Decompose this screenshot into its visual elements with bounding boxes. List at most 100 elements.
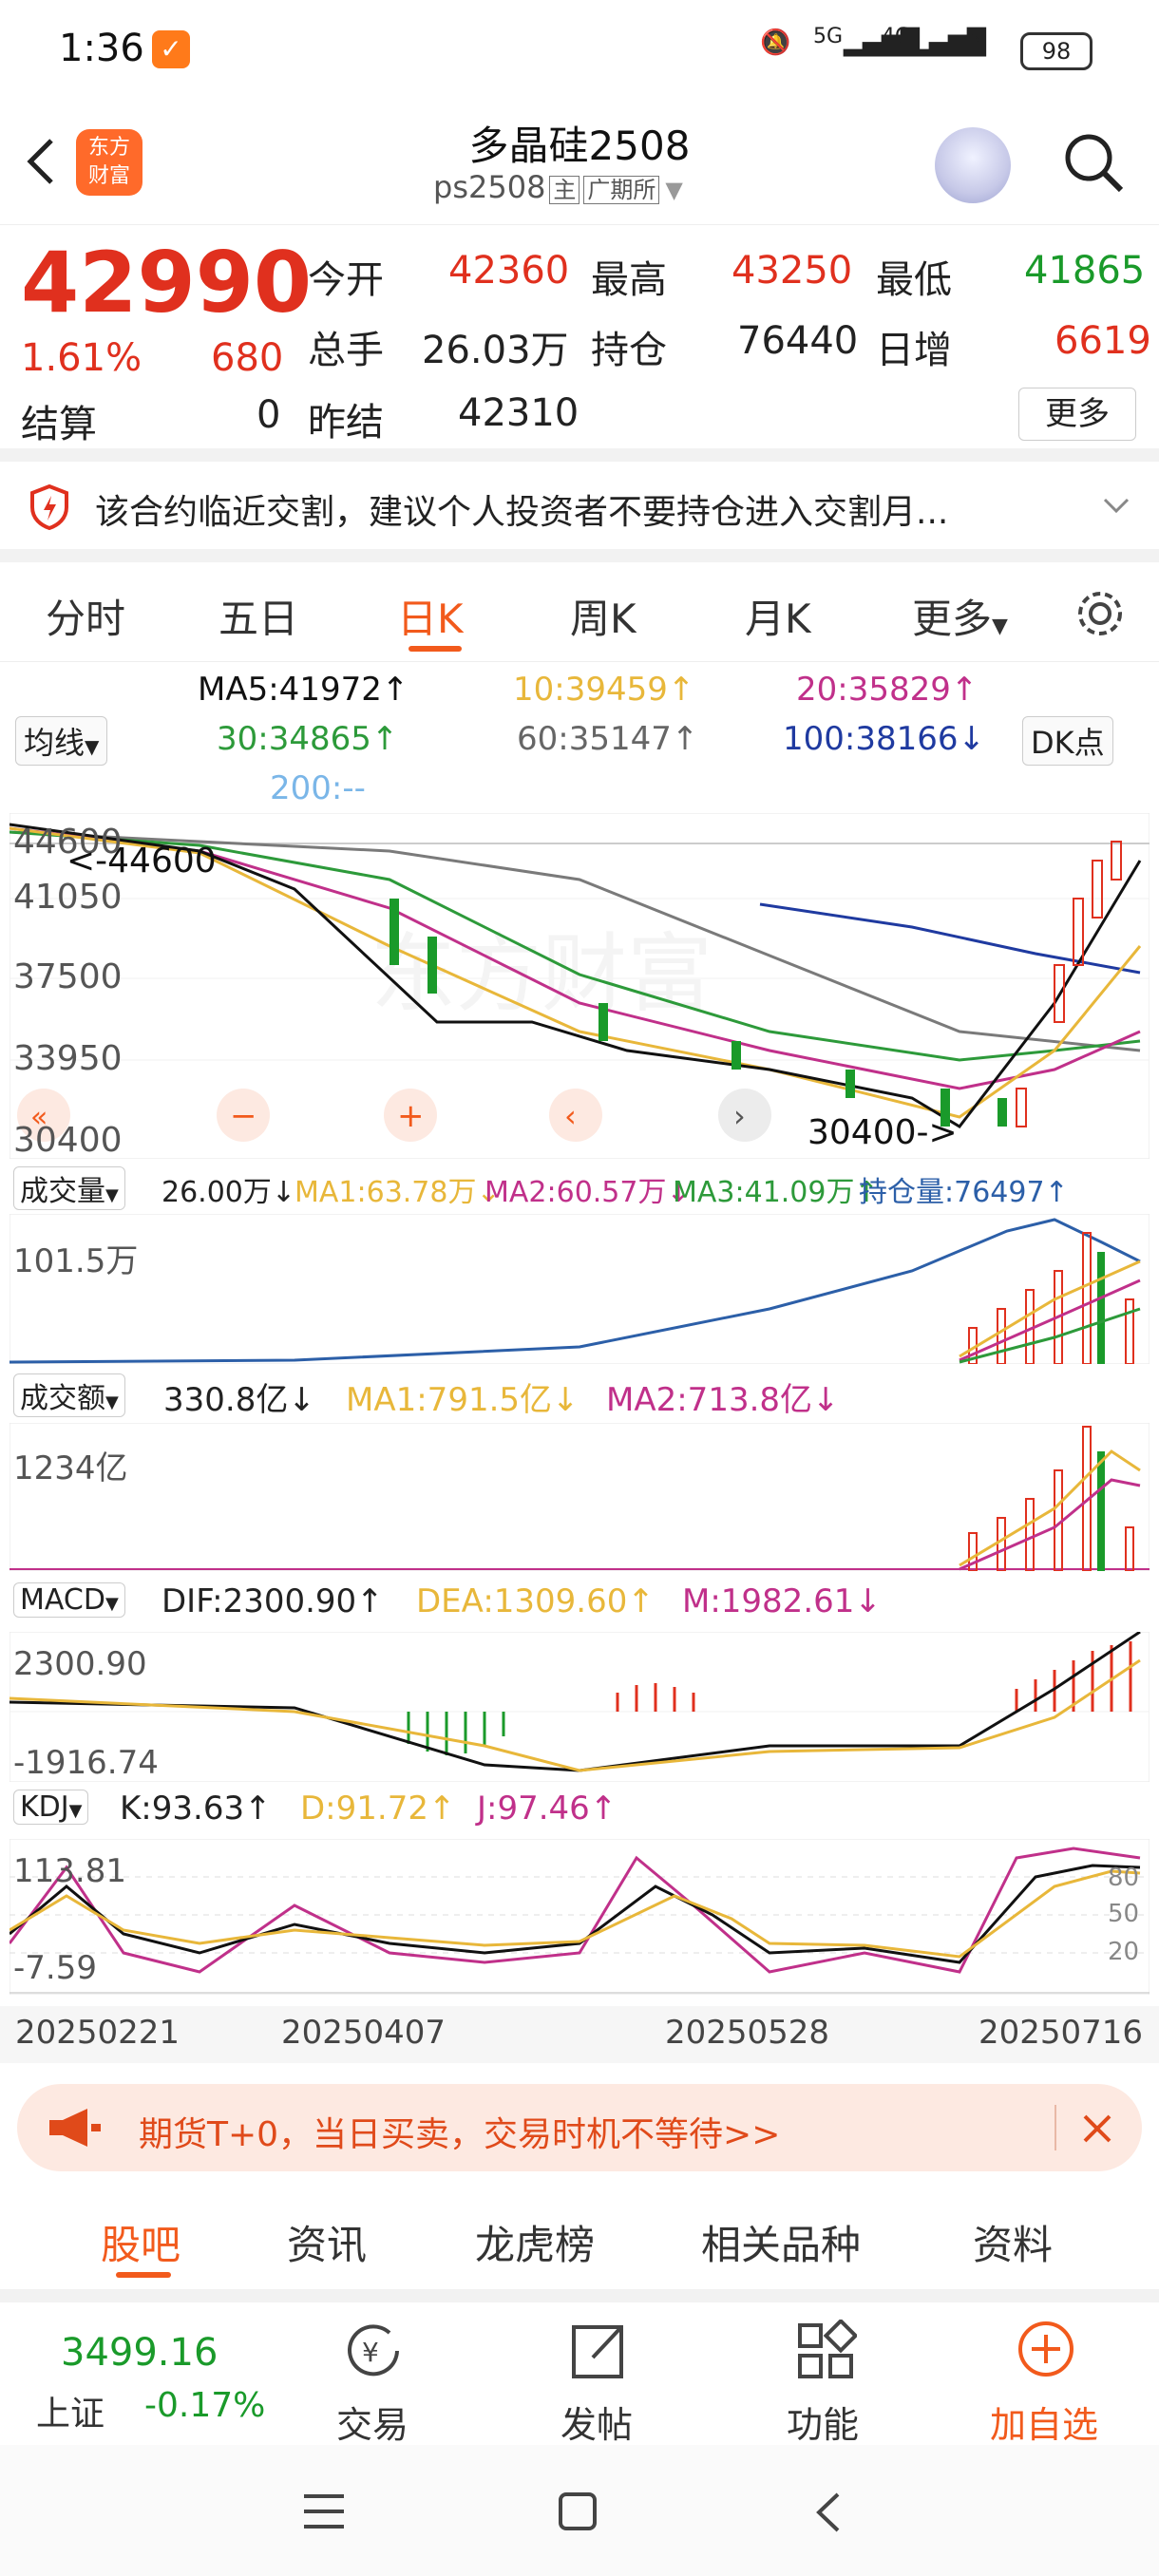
dea-line	[10, 1658, 1141, 1772]
tab-monthly-k[interactable]: 月K	[745, 596, 811, 642]
volume-oi: 持仓量:76497↑	[859, 1176, 1069, 1209]
ma200-value: 200:--	[270, 769, 366, 807]
date-4: 20250716	[978, 2014, 1144, 2052]
ma-selector[interactable]: 均线▼	[15, 716, 108, 766]
delivery-notice[interactable]: 该合约临近交割，建议个人投资者不要持仓进入交割月...	[0, 462, 1159, 562]
k-line	[10, 1864, 1141, 1964]
tab-dragon-tiger[interactable]: 龙虎榜	[475, 2222, 596, 2268]
volume-legend: 成交量▼ 26.00万↓ MA1:63.78万↓ MA2:60.57万↓ MA3…	[13, 1161, 1153, 1210]
gear-icon[interactable]	[1074, 587, 1127, 640]
shield-warning-icon	[30, 484, 68, 530]
tab-five-day[interactable]: 五日	[218, 596, 299, 642]
svg-text:−: −	[230, 1097, 257, 1135]
back-nav-icon[interactable]	[813, 2491, 842, 2534]
date-3: 20250528	[665, 2014, 830, 2052]
zoom-out-button[interactable]: −	[217, 1089, 270, 1142]
y-label-2: 41050	[13, 878, 123, 917]
home-icon[interactable]	[557, 2491, 598, 2532]
ma100-value: 100:38166↓	[783, 720, 985, 758]
volume-ma3-line	[959, 1307, 1141, 1364]
index-ticker[interactable]: 3499.16 上证 -0.17%	[0, 2302, 285, 2445]
open-value: 42360	[448, 249, 570, 293]
search-icon[interactable]	[1060, 129, 1127, 196]
wifi-icon: ◠	[960, 28, 981, 57]
kdj-chart[interactable]	[10, 1839, 1150, 1995]
post-button[interactable]: 发帖	[560, 2404, 634, 2446]
y-label-1: 44600	[13, 823, 123, 862]
tab-guba[interactable]: 股吧	[101, 2222, 181, 2268]
volume-value: 26.00万↓	[162, 1176, 296, 1209]
macd-top: 2300.90	[13, 1645, 147, 1683]
change-value: 680	[211, 336, 284, 380]
add-watchlist-button[interactable]: 加自选	[990, 2404, 1099, 2446]
tab-weekly-k[interactable]: 周K	[570, 596, 636, 642]
volume-selector[interactable]: 成交量▼	[13, 1166, 125, 1210]
divider	[1054, 2105, 1056, 2150]
zoom-in-button[interactable]: +	[384, 1089, 437, 1142]
amount-ma2-line	[959, 1478, 1141, 1571]
promo-banner[interactable]: 期货T+0，当日买卖，交易时机不等待>>	[17, 2084, 1142, 2171]
grid-icon	[798, 2320, 857, 2378]
trade-button[interactable]: 交易	[336, 2404, 409, 2446]
tab-intraday[interactable]: 分时	[46, 596, 126, 642]
kdj-level-20: 20	[1108, 1938, 1140, 1966]
chevron-down-icon[interactable]	[1102, 496, 1130, 515]
amount-value: 330.8亿↓	[163, 1381, 315, 1419]
amount-selector[interactable]: 成交额▼	[13, 1373, 125, 1417]
amount-ma1: MA1:791.5亿↓	[346, 1381, 580, 1419]
ma60-line	[10, 830, 1141, 1052]
macd-bottom: -1916.74	[13, 1744, 159, 1782]
header: 东方 财富 多晶硅2508 ps2508 主广期所 ▼	[0, 104, 1159, 225]
scroll-left-button[interactable]: ‹	[549, 1089, 602, 1142]
tab-news[interactable]: 资讯	[287, 2222, 368, 2268]
kdj-selector[interactable]: KDJ▼	[13, 1790, 89, 1825]
last-price: 42990	[21, 234, 313, 331]
j-line	[10, 1847, 1141, 1974]
scroll-right-button[interactable]: ›	[718, 1089, 771, 1142]
volume-chart[interactable]	[10, 1214, 1150, 1364]
svg-text:+: +	[397, 1097, 425, 1135]
amount-chart[interactable]	[10, 1423, 1150, 1571]
close-icon[interactable]	[1081, 2112, 1113, 2145]
ma5-value: MA5:41972↑	[198, 671, 409, 709]
menu-icon[interactable]	[302, 2492, 346, 2530]
function-button[interactable]: 功能	[787, 2404, 860, 2446]
svg-text:«: «	[30, 1101, 48, 1134]
logo-line2: 财富	[87, 164, 130, 188]
macd-dea: DEA:1309.60↑	[416, 1582, 655, 1620]
active-tab-indicator	[408, 646, 462, 652]
low-label: 最低	[876, 258, 952, 302]
kdj-d: D:91.72↑	[300, 1790, 456, 1828]
ai-assistant-avatar[interactable]	[935, 127, 1011, 203]
zoom-left-double[interactable]: «	[17, 1089, 70, 1142]
status-bar: 1:36 ✓ 🔕 5G ▂▄▆█ 4G ▂▄▆█ ◠ 98	[0, 0, 1159, 104]
open-interest-line	[10, 1218, 1141, 1364]
macd-chart[interactable]	[10, 1632, 1150, 1782]
ma20-line	[10, 826, 1141, 1090]
tab-related[interactable]: 相关品种	[701, 2222, 862, 2268]
kdj-level-80: 80	[1108, 1864, 1140, 1892]
kline-chart[interactable]: 东方财富 « − + ‹ ›	[10, 813, 1150, 1159]
macd-dif: DIF:2300.90↑	[162, 1582, 384, 1620]
dk-point-button[interactable]: DK点	[1022, 716, 1113, 766]
svg-text:¥: ¥	[362, 2337, 379, 2368]
tab-daily-k[interactable]: 日K	[397, 596, 464, 642]
contract-code-selector[interactable]: ps2508 主广期所 ▼	[433, 169, 683, 205]
y-label-3: 37500	[13, 957, 123, 996]
ma30-line	[10, 830, 1141, 1062]
macd-selector[interactable]: MACD▼	[13, 1582, 125, 1618]
back-icon[interactable]	[21, 133, 63, 190]
macd-selector-label: MACD	[20, 1583, 105, 1617]
contract-code: ps2508	[433, 169, 546, 205]
tab-profile[interactable]: 资料	[973, 2222, 1054, 2268]
volume-ma2-line	[959, 1279, 1141, 1362]
mute-icon: 🔕	[760, 28, 791, 57]
macd-m: M:1982.61↓	[682, 1582, 882, 1620]
tab-more[interactable]: 更多▼	[912, 587, 1008, 645]
ma20-value: 20:35829↑	[796, 671, 978, 709]
volume-max: 101.5万	[13, 1242, 139, 1280]
daily-inc-label: 日增	[876, 329, 952, 372]
volume-selector-label: 成交量	[20, 1175, 105, 1208]
high-label: 最高	[591, 258, 667, 302]
more-quote-button[interactable]: 更多	[1018, 388, 1136, 441]
